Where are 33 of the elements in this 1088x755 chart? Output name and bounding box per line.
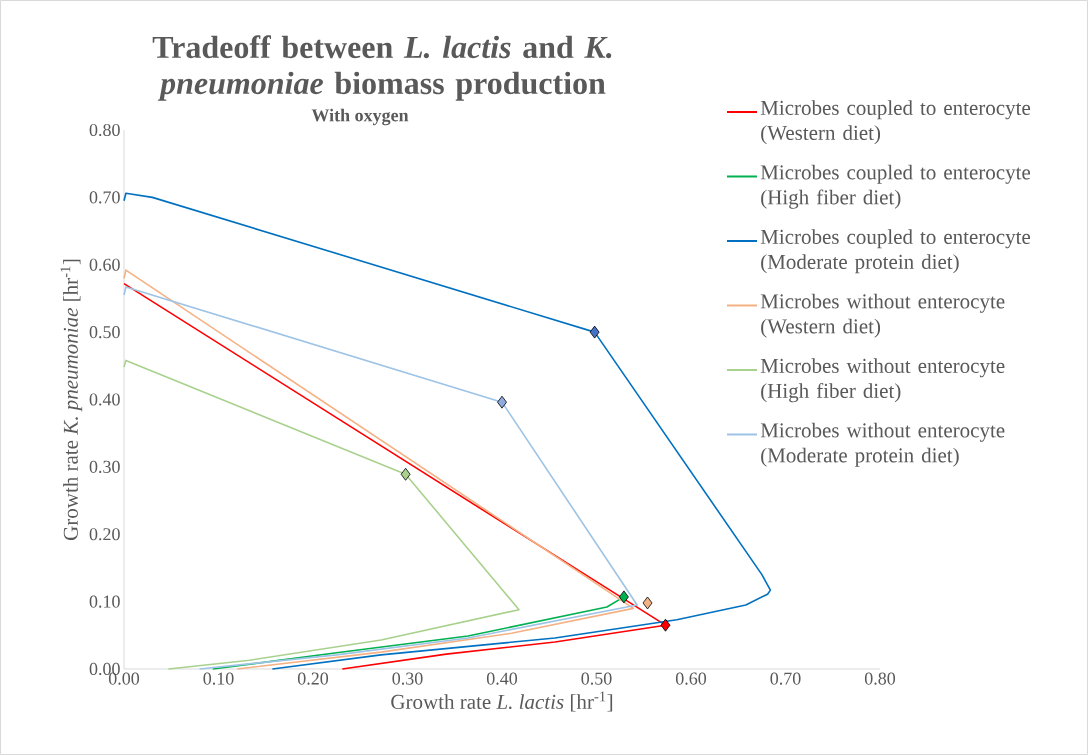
- point: [619, 590, 629, 604]
- y-tick-label: 0.70: [89, 191, 120, 204]
- x-tick-label: 0.40: [486, 672, 518, 685]
- x-tick-label: 0.80: [864, 672, 896, 685]
- legend-label: Microbes coupled to enterocyte (Western diet): [760, 100, 1031, 145]
- y-tick-label: 0.20: [89, 528, 120, 541]
- x-tick-label: 0.20: [297, 672, 329, 685]
- y-tick-label: 0.80: [89, 123, 120, 137]
- x-axis-title: Growth rate L. lactis [hr$^{-1}$]: [391, 691, 613, 712]
- legend-label: Microbes without enterocyte (Western diet): [760, 293, 1005, 338]
- x-tick-label: 0.70: [770, 672, 801, 685]
- legend-label: Microbes without enterocyte (High fiber diet): [760, 358, 1005, 403]
- point: [400, 467, 411, 481]
- point: [497, 395, 507, 409]
- x-tick-label: 0.50: [581, 672, 612, 685]
- x-tick-label: 0.30: [392, 672, 423, 685]
- line-series: [123, 359, 520, 670]
- point: [660, 618, 671, 632]
- chart-title: Tradeoff between L. lactis and K. pneumoniae biomass production: [152, 35, 612, 101]
- y-tick-label: 0.40: [89, 393, 120, 406]
- point: [589, 325, 600, 339]
- legend-label: Microbes without enterocyte (Moderate protein diet): [760, 422, 1005, 467]
- x-tick-label: 0.60: [675, 672, 707, 685]
- point: [642, 596, 653, 610]
- y-axis-title: Growth rate K. pneumoniae [hr$^{-1}$]: [60, 259, 83, 540]
- x-tick-label: 0.10: [203, 672, 234, 685]
- chart-subtitle: With oxygen: [311, 108, 409, 126]
- y-tick-label: 0.30: [89, 460, 120, 473]
- y-tick-label: 0.50: [89, 326, 120, 339]
- y-tick-label: 0.60: [89, 258, 120, 271]
- y-tick-label: 0.10: [89, 595, 120, 608]
- legend-label: Microbes coupled to enterocyte (Moderate protein diet): [760, 229, 1031, 274]
- legend-label: Microbes coupled to enterocyte (High fiber diet): [760, 164, 1031, 209]
